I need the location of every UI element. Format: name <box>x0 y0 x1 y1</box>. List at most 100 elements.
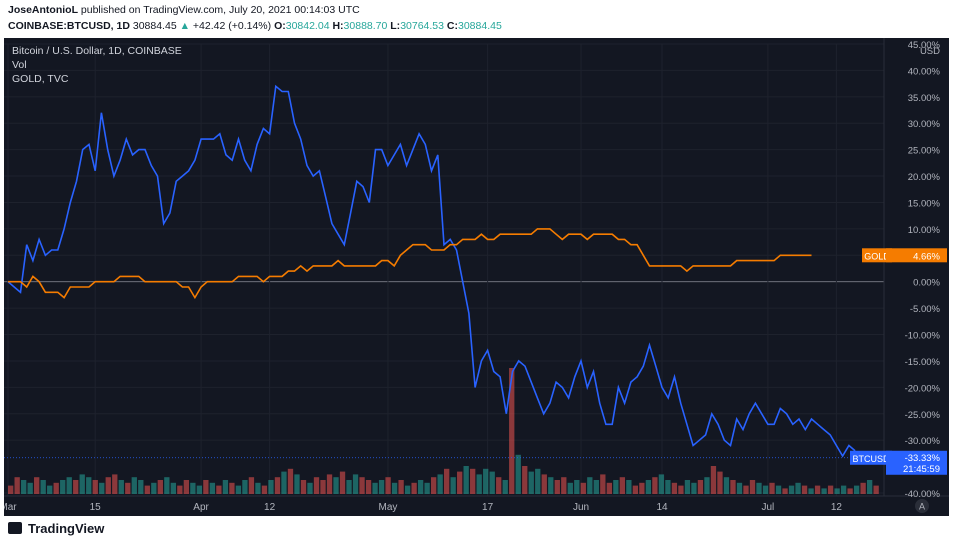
volume-bar <box>255 482 261 494</box>
volume-bar <box>183 480 190 494</box>
price-axis-panel[interactable] <box>884 38 949 516</box>
volume-bar <box>567 482 573 494</box>
volume-bar <box>216 485 222 494</box>
volume-bar <box>320 480 326 494</box>
volume-bar <box>470 468 476 494</box>
volume-bar <box>398 480 404 494</box>
volume-bar <box>652 477 658 494</box>
volume-bar <box>73 480 79 494</box>
y-tick-label: 20.00% <box>908 172 941 183</box>
price-value: 30884.45 <box>132 20 177 32</box>
volume-bar <box>496 477 502 494</box>
volume-bar <box>235 485 242 494</box>
high-label: H: <box>332 20 344 32</box>
publish-info: published on TradingView.com, July 20, 2… <box>78 4 360 16</box>
volume-bar <box>79 474 85 494</box>
price-chart[interactable]: 45.00% 40.00% 35.00% 30.00% 25.00% 20.00% 15.0… <box>0 38 949 516</box>
chart-area[interactable]: 45.00% 40.00% 35.00% 30.00% 25.00% 20.00% 15.0… <box>0 38 949 516</box>
volume-bar <box>697 480 704 494</box>
volume-bar <box>587 477 593 494</box>
volume-bar <box>86 477 92 494</box>
volume-bar <box>704 477 710 494</box>
volume-bar <box>47 485 53 494</box>
volume-bar <box>281 471 287 494</box>
volume-bar <box>144 485 150 494</box>
volume-bar <box>372 482 378 494</box>
volume-bar <box>157 480 163 494</box>
x-tick-label: 12 <box>831 502 843 513</box>
volume-bar <box>535 468 541 494</box>
volume-bar <box>769 482 775 494</box>
volume-bar <box>613 480 619 494</box>
volume-bar <box>404 485 411 494</box>
volume-bar <box>190 482 196 494</box>
volume-bar <box>749 480 756 494</box>
y-tick-label: -5.00% <box>910 304 941 315</box>
header-bar: JoseAntonioL published on TradingView.co… <box>0 0 953 38</box>
legend-btc[interactable]: Bitcoin / U.S. Dollar, 1D, COINBASE <box>12 45 182 57</box>
volume-bar <box>574 480 580 494</box>
volume-bar <box>840 485 847 494</box>
footer-bar <box>0 516 953 541</box>
gold-last-value: 4.66% <box>913 251 940 262</box>
volume-bar <box>125 482 131 494</box>
volume-bar <box>580 482 586 494</box>
volume-bar <box>34 477 40 494</box>
volume-bar <box>515 454 521 494</box>
volume-bar <box>821 488 827 494</box>
x-tick-label: Jul <box>761 502 774 513</box>
volume-bar <box>606 482 612 494</box>
y-tick-label: 40.00% <box>908 66 941 77</box>
volume-bar <box>248 477 255 494</box>
x-tick-label: 17 <box>482 502 494 513</box>
x-tick-label: Apr <box>193 502 209 513</box>
publish-line: JoseAntonioL published on TradingView.co… <box>8 4 360 16</box>
volume-bar <box>53 482 59 494</box>
x-tick-label: 12 <box>264 502 276 513</box>
volume-bar <box>756 482 762 494</box>
volume-bar <box>554 480 560 494</box>
volume-bar <box>261 485 268 494</box>
low-label: L: <box>390 20 401 32</box>
author-name[interactable]: JoseAntonioL <box>8 4 78 16</box>
volume-bar <box>287 468 294 494</box>
volume-bar <box>827 485 834 494</box>
volume-bar <box>14 477 20 494</box>
volume-bar <box>417 480 424 494</box>
volume-bar <box>346 480 352 494</box>
volume-bar <box>131 477 137 494</box>
axis-unit-label: USD <box>920 46 940 57</box>
volume-bar <box>691 482 697 494</box>
legend-gold[interactable]: GOLD, TVC <box>12 73 69 85</box>
volume-bar <box>645 480 652 494</box>
volume-bar <box>229 482 235 494</box>
x-tick-label: May <box>378 502 397 513</box>
volume-bar <box>170 482 176 494</box>
btc-countdown: 21:45:59 <box>903 464 940 475</box>
close-value: 30884.45 <box>458 20 502 32</box>
volume-bar <box>300 480 307 494</box>
volume-bar <box>873 485 879 494</box>
volume-bar <box>489 471 495 494</box>
volume-bar <box>112 474 118 494</box>
volume-bar <box>743 485 749 494</box>
gold-name-tag <box>862 248 892 263</box>
volume-bar <box>333 477 339 494</box>
tradingview-logo[interactable]: TradingView <box>8 521 104 536</box>
volume-bar <box>814 485 821 494</box>
volume-bar <box>450 477 456 494</box>
high-value: 30888.70 <box>343 20 388 32</box>
btcusd-line[interactable] <box>7 84 856 458</box>
btc-last-tag <box>886 450 947 475</box>
volume-bar <box>775 485 782 494</box>
volume-bar <box>619 477 626 494</box>
auto-scale-button[interactable] <box>915 499 929 513</box>
volume-bar <box>808 488 814 494</box>
volume-bar <box>600 474 606 494</box>
gold-line[interactable] <box>8 228 812 300</box>
volume-bar <box>352 474 359 494</box>
volume-bar <box>66 477 72 494</box>
legend-vol[interactable]: Vol <box>12 59 27 71</box>
volume-bar <box>164 477 170 494</box>
